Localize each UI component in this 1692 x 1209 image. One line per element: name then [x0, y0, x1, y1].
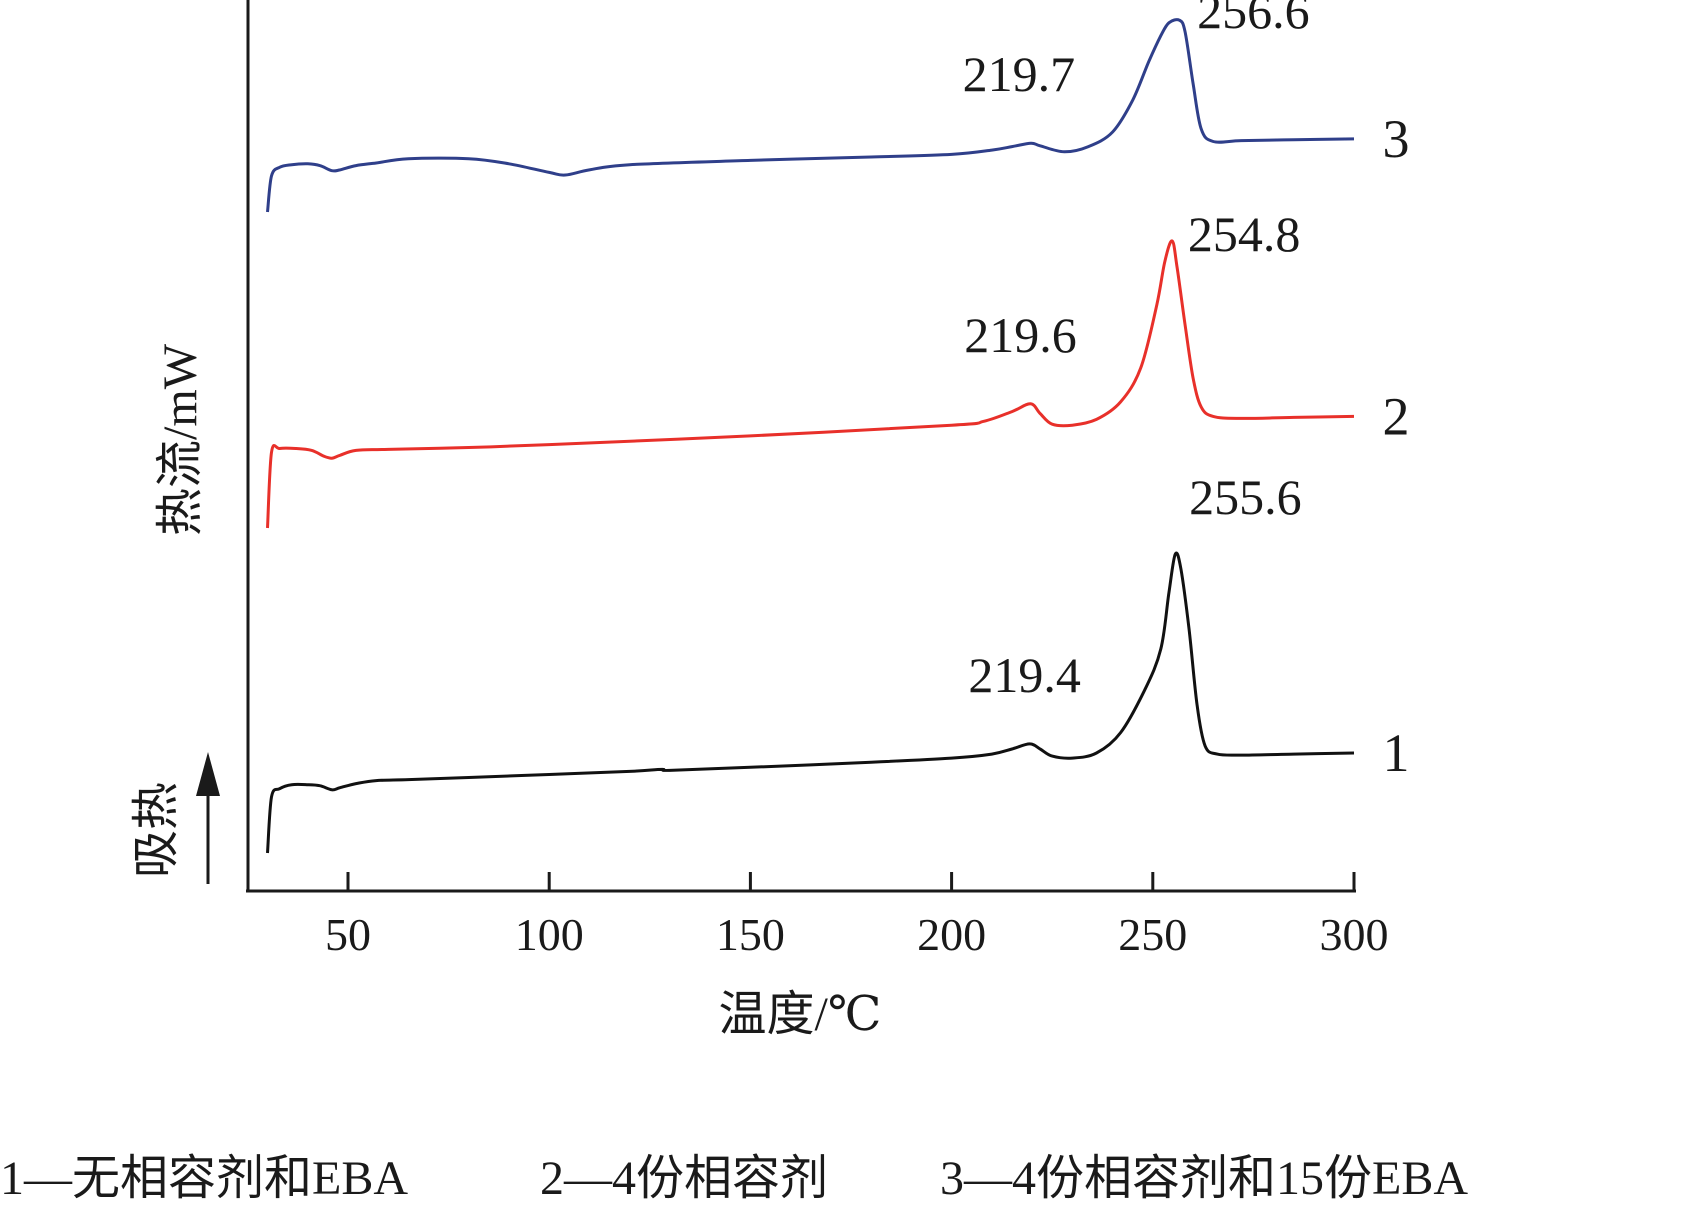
- curve-2: [266, 239, 1355, 529]
- x-tick-label: 250: [1118, 909, 1187, 960]
- axes: [246, 0, 1356, 893]
- peak-label: 254.8: [1188, 206, 1301, 262]
- x-axis-title: 温度/℃: [718, 988, 881, 1041]
- endotherm-indicator: 吸热: [130, 752, 220, 884]
- legend-item-1: 1—无相容剂和EBA: [0, 1152, 409, 1205]
- x-tick-label: 150: [716, 909, 785, 960]
- peak-labels: 219.4 255.6 219.6 254.8 219.7 256.6: [963, 0, 1310, 703]
- dsc-chart: 50 100 150 200 250 300 219.4255.6219.6254.821…: [130, 0, 1410, 1041]
- peak-label: 219.6: [964, 307, 1077, 363]
- curve-id-label: 2: [1383, 386, 1410, 446]
- x-tick-label: 300: [1320, 909, 1389, 960]
- peak-label: 256.6: [1197, 0, 1310, 39]
- peak-label: 219.4: [968, 647, 1081, 703]
- legend-caption: 1—无相容剂和EBA 2—4份相容剂 3—4份相容剂和15份EBA: [0, 1138, 1692, 1208]
- x-tick-label: 200: [917, 909, 986, 960]
- peak-label: 219.7: [963, 46, 1076, 102]
- curve-id-label: 1: [1383, 723, 1410, 783]
- endotherm-label: 吸热: [130, 782, 183, 878]
- x-tick-label: 100: [515, 909, 584, 960]
- curve-3: [266, 18, 1355, 213]
- curve-ids: 1 2 3: [1383, 109, 1410, 783]
- x-tick-label: 50: [325, 909, 371, 960]
- peak-label: 255.6: [1189, 469, 1302, 525]
- curves: [266, 18, 1355, 854]
- curve-1: [266, 551, 1355, 854]
- endotherm-arrow-head: [196, 752, 220, 796]
- legend-item-2: 2—4份相容剂: [540, 1152, 829, 1205]
- curve-id-label: 3: [1383, 109, 1410, 169]
- y-axis-title: 热流/mW: [154, 343, 207, 536]
- legend-item-3: 3—4份相容剂和15份EBA: [940, 1152, 1469, 1205]
- x-ticks: 50 100 150 200 250 300: [325, 872, 1389, 960]
